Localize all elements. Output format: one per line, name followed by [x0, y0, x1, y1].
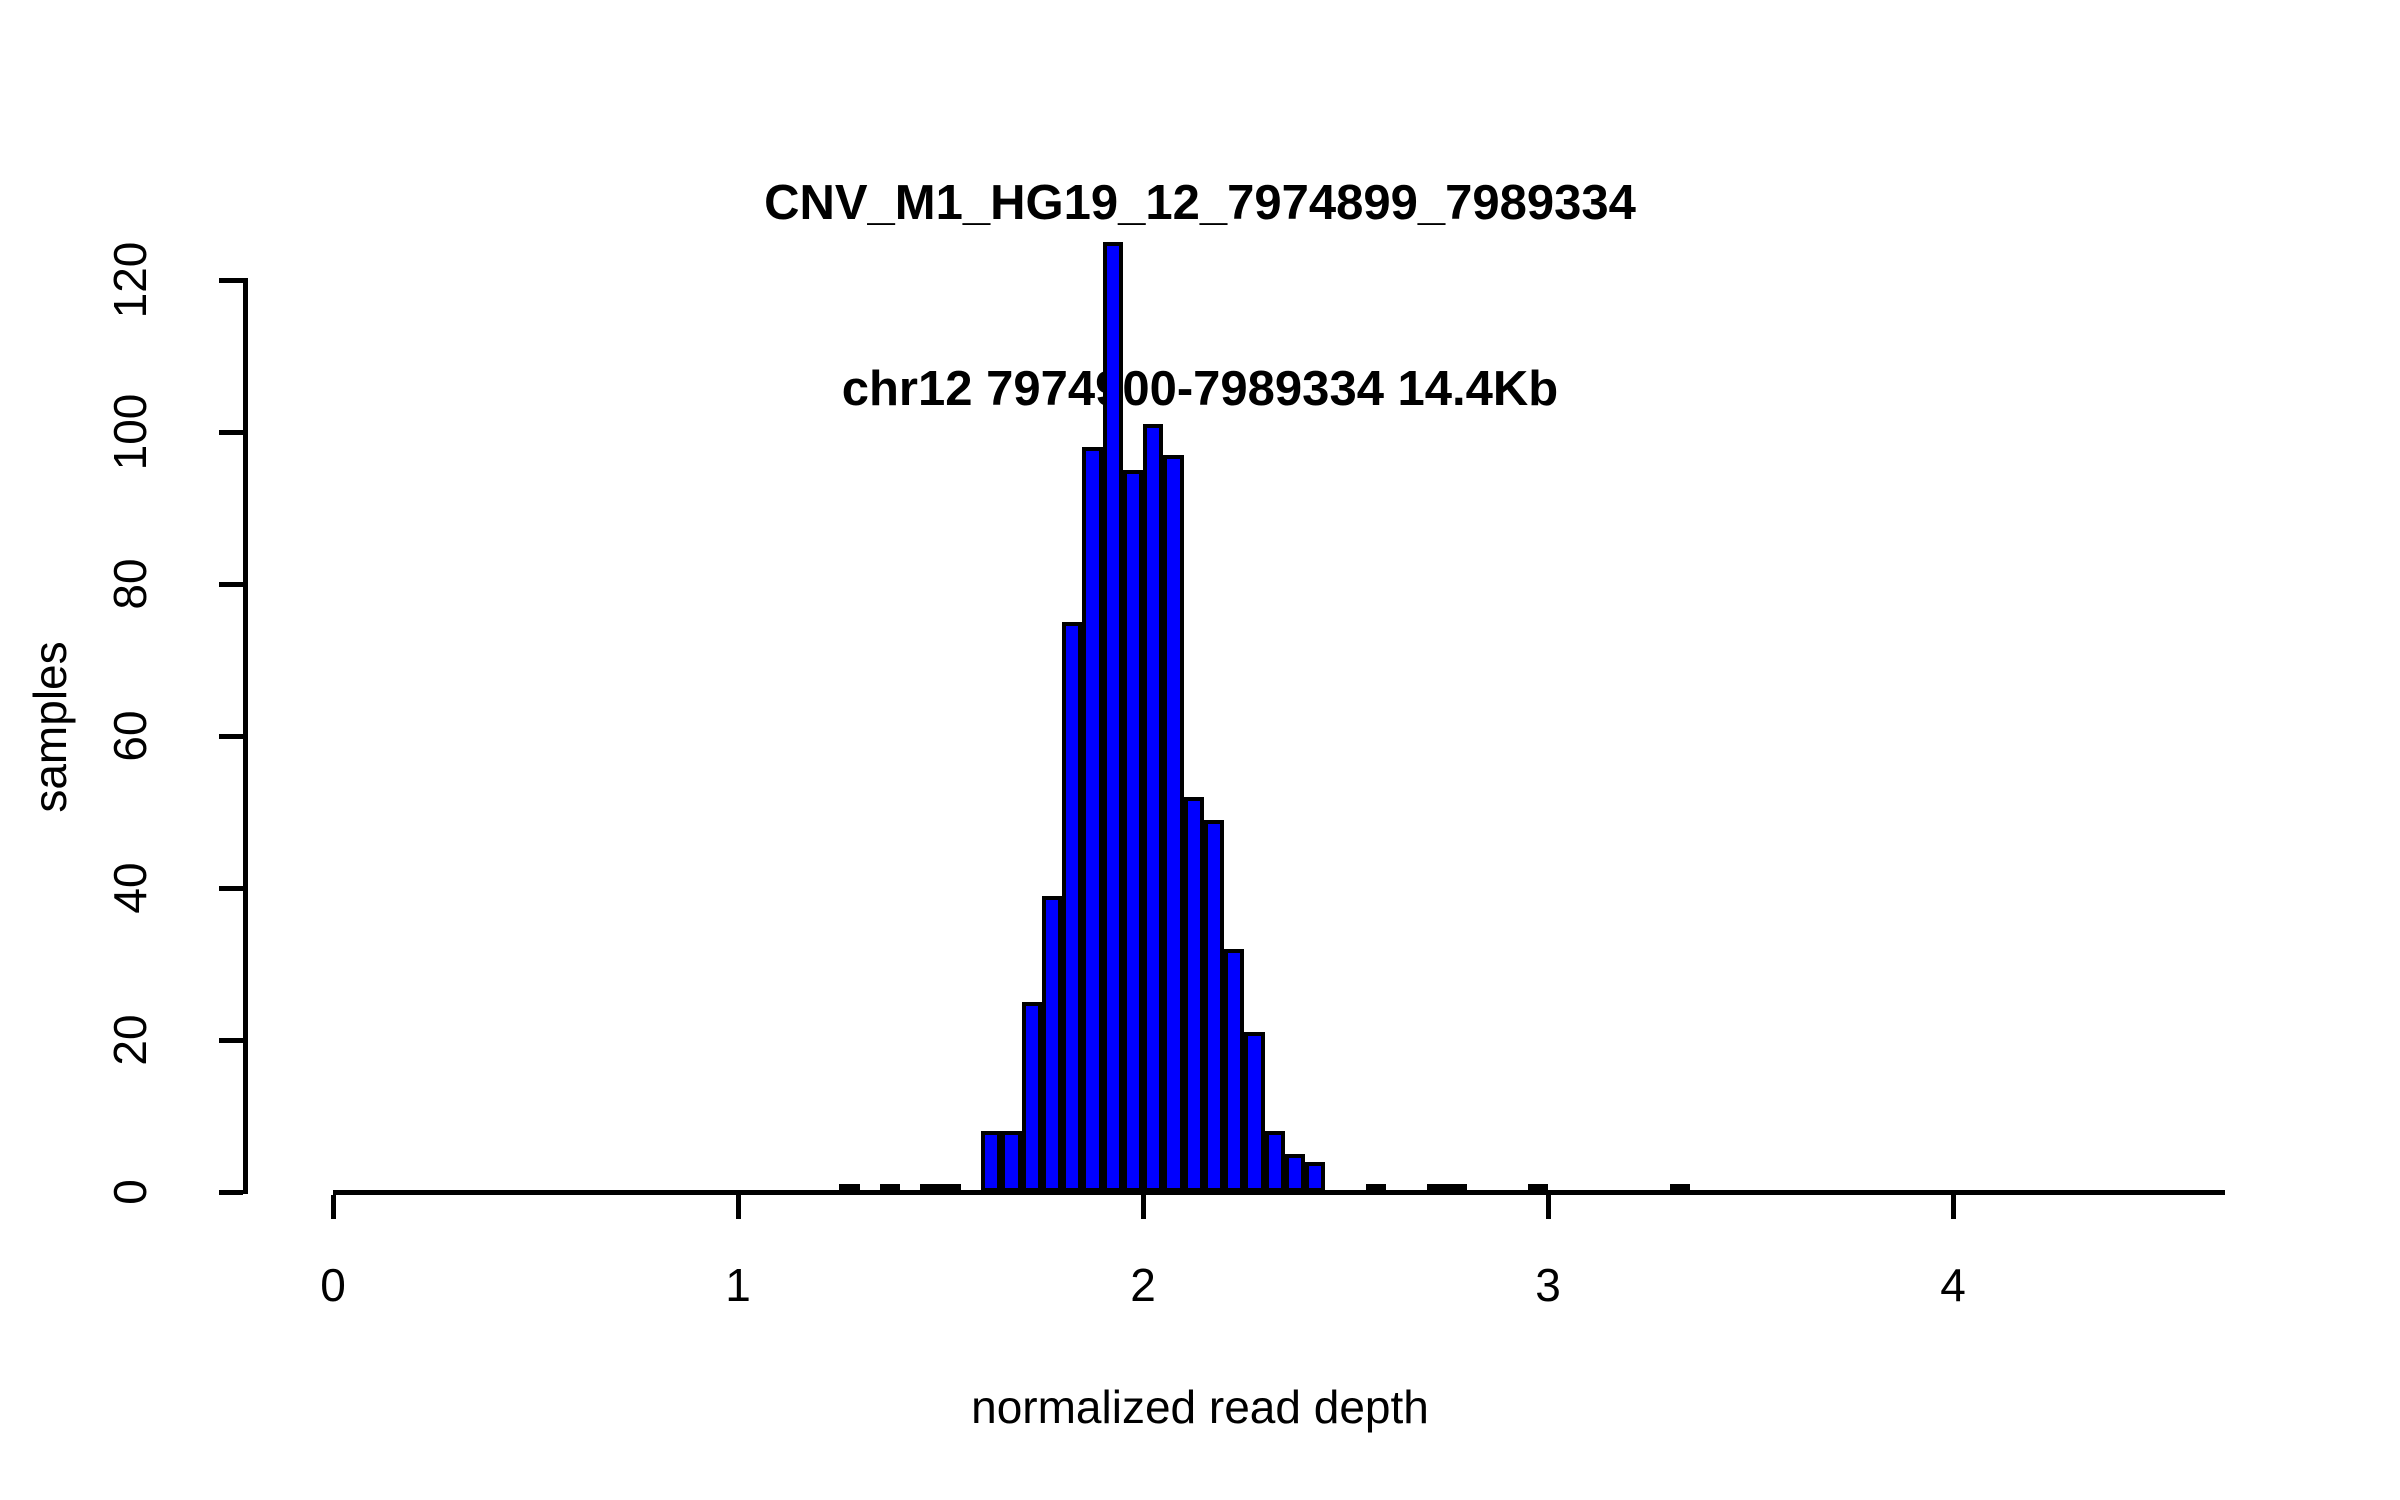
histogram-bar — [1143, 424, 1164, 1192]
chart-title-line-2: chr12 7974900-7989334 14.4Kb — [841, 362, 1559, 416]
x-axis-label: normalized read depth — [971, 1381, 1429, 1433]
histogram-bar — [1122, 470, 1143, 1192]
y-axis-tick — [219, 582, 243, 587]
x-axis-tick — [331, 1195, 336, 1219]
y-axis-tick — [219, 278, 243, 283]
y-axis-tick — [219, 734, 243, 739]
histogram-bar — [1082, 447, 1103, 1192]
x-axis-tick-label: 2 — [1130, 1259, 1156, 1311]
histogram-bar — [981, 1131, 1002, 1192]
histogram-bar — [1021, 1002, 1042, 1192]
x-axis-tick-label: 4 — [1940, 1259, 1966, 1311]
histogram-bar — [1203, 819, 1224, 1192]
histogram-bar — [1001, 1131, 1022, 1192]
histogram-bar — [1284, 1154, 1305, 1192]
y-axis-tick — [219, 1038, 243, 1043]
x-axis-tick — [1546, 1195, 1551, 1219]
x-axis-tick — [736, 1195, 741, 1219]
x-axis-tick-label: 3 — [1535, 1259, 1561, 1311]
y-axis-tick — [219, 430, 243, 435]
histogram-bar — [1183, 796, 1204, 1192]
x-axis-tick — [1141, 1195, 1146, 1219]
chart-title-line-1: CNV_M1_HG19_12_7974899_7989334 — [764, 176, 1636, 230]
histogram-bar — [1224, 948, 1245, 1192]
y-axis-line — [243, 278, 248, 1194]
y-axis-tick — [219, 1190, 243, 1195]
histogram-bar — [1062, 622, 1083, 1192]
y-axis-tick-label: 40 — [104, 862, 156, 914]
x-axis-tick-label: 1 — [725, 1259, 751, 1311]
y-axis-tick-label: 80 — [104, 558, 156, 610]
x-axis-line — [333, 1190, 2225, 1195]
histogram-bar — [1305, 1161, 1326, 1192]
x-axis-tick — [1951, 1195, 1956, 1219]
x-axis-tick-label: 0 — [320, 1259, 346, 1311]
histogram-bar — [1244, 1032, 1265, 1192]
y-axis-tick-label: 0 — [104, 1179, 156, 1205]
histogram-bar — [1041, 895, 1062, 1192]
y-axis-tick-label: 60 — [104, 710, 156, 762]
y-axis-tick — [219, 886, 243, 891]
histogram-bar — [1163, 454, 1184, 1192]
y-axis-tick-label: 100 — [104, 393, 156, 471]
histogram-bar — [1264, 1131, 1285, 1192]
y-axis-label: samples — [24, 641, 76, 813]
histogram-bar — [1102, 242, 1123, 1192]
y-axis-tick-label: 20 — [104, 1014, 156, 1066]
y-axis-tick-label: 120 — [104, 241, 156, 319]
chart-title: CNV_M1_HG19_12_7974899_7989334 chr12 797… — [0, 48, 2400, 544]
